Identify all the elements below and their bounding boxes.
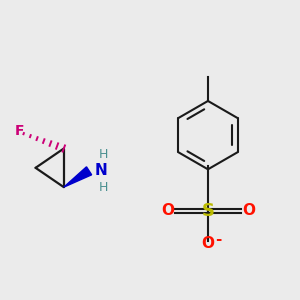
Text: F: F bbox=[14, 124, 24, 138]
Text: O: O bbox=[202, 236, 214, 251]
Text: O: O bbox=[242, 203, 255, 218]
Text: H: H bbox=[99, 181, 109, 194]
Polygon shape bbox=[64, 167, 92, 187]
Text: S: S bbox=[202, 202, 214, 220]
Text: O: O bbox=[161, 203, 174, 218]
Text: N: N bbox=[95, 163, 108, 178]
Text: -: - bbox=[215, 232, 221, 247]
Text: H: H bbox=[99, 148, 109, 161]
